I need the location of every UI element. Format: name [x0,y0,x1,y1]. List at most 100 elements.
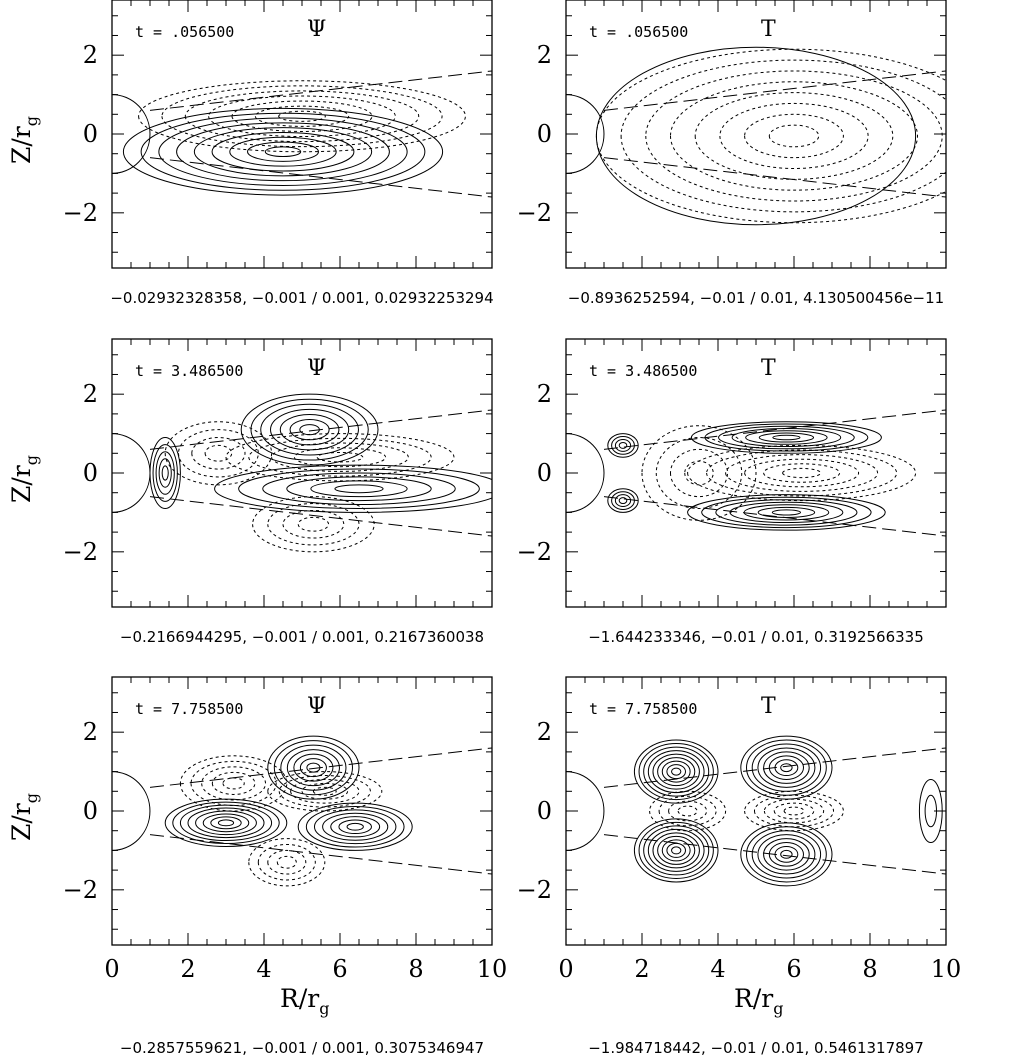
contour-positive [657,835,696,865]
y-tick-label: 0 [537,797,552,825]
x-tick-label: 8 [862,955,877,983]
x-axis-label: R/rg [280,984,329,1018]
contour-positive [743,504,830,521]
contour-negative [138,80,466,153]
panel-2-1: 2 0 −2 t = 7.758500 T −1.984718442, −0.01 / 0… [517,676,961,1057]
contour-positive [740,822,833,887]
contour-positive [633,739,719,804]
contour-positive [643,746,710,797]
panel-0-1: 2 0 −2 t = .056500 T −0.8936252594, −0.01 / 0… [517,0,947,307]
contour-range-caption: −0.2166944295, −0.001 / 0.001, 0.2167360… [120,628,484,646]
contour-negative [670,448,729,498]
y-tick-label: −2 [517,876,552,904]
y-axis-label-sub: g [22,116,41,126]
y-tick-label: 0 [83,120,98,148]
contour-positive [701,496,872,529]
y-axis-label-main: Z/r [7,803,36,841]
contour-positive [643,825,710,876]
panel-0-0: 2 0 −2 t = .056500 Ψ −0.02932328358, −0.001 /… [7,0,494,307]
contour-positive [746,739,827,796]
contour-negative [222,777,245,790]
contour-positive [768,755,805,780]
contour-negative [763,798,825,824]
contour-positive [780,763,793,773]
contour-positive [638,821,714,879]
contour-positive [273,740,353,796]
contour-range-caption: −0.8936252594, −0.01 / 0.01, 4.130500456… [568,289,944,307]
contour-positive [289,419,330,441]
contour-negative [782,467,822,479]
y-tick-label: −2 [63,538,98,566]
contour-negative [211,771,256,795]
contour-negative [670,81,919,191]
contour-positive [772,434,801,441]
contour-positive [238,468,480,509]
contour-range-caption: −1.644233346, −0.01 / 0.01, 0.3192566335 [588,628,924,646]
contour-positive [152,444,178,502]
contour-negative [248,838,326,887]
contour-negative [595,48,946,224]
contour-lines [112,70,492,198]
panel-field-symbol: T [761,694,776,719]
contour-range-caption: −0.02932328358, −0.001 / 0.001, 0.029322… [110,289,493,307]
contour-positive [757,506,816,518]
contour-positive [313,809,397,845]
contour-positive [745,430,828,445]
contour-positive [299,424,320,436]
x-tick-label: 0 [558,955,573,983]
central-object-boundary [112,433,151,513]
x-tick-label: 6 [332,955,347,983]
contour-positive [149,437,181,509]
y-tick-label: 2 [83,41,98,69]
panel-time-label: t = 3.486500 [589,362,697,380]
contour-positive [690,421,882,454]
contour-positive [718,425,855,450]
y-axis-label-sub: g [22,455,41,465]
contour-positive [270,408,350,451]
x-tick-label: 6 [786,955,801,983]
contour-negative [267,849,307,875]
contour-negative [658,795,717,827]
disk-surface-upper [149,409,492,450]
contour-positive [293,753,334,782]
contour-lines [112,393,492,553]
contour-positive [155,451,175,495]
contour-negative [649,790,727,832]
y-tick-label: −2 [63,876,98,904]
y-axis-label-main: Z/r [7,126,36,164]
x-axis-label-main: R/r [734,984,773,1013]
y-tick-label: −2 [517,538,552,566]
panel-field-symbol: Ψ [307,694,326,719]
x-axis-label-main: R/r [280,984,319,1013]
panel-1-0: 2 0 −2 t = 3.486500 Ψ −0.2166944295, −0.001 /… [7,338,493,646]
contour-positive [214,464,492,513]
contour-positive [122,107,444,196]
contour-negative [763,463,841,483]
y-tick-label: 2 [537,380,552,408]
contour-negative [190,760,277,806]
contour-negative [655,437,743,509]
contour-negative [278,110,326,122]
disk-surface-upper [603,409,946,450]
contour-negative [312,786,337,796]
contour-positive [299,758,327,778]
contour-negative [297,516,330,532]
contour-negative [753,794,835,828]
y-tick-label: −2 [63,199,98,227]
contour-positive [338,819,372,835]
contour-negative [620,59,946,213]
contour-positive [330,816,381,838]
contour-negative [278,775,371,808]
contour-positive [652,832,700,869]
disk-surface-lower [149,496,492,537]
contour-positive [193,127,373,177]
contour-positive [179,804,273,842]
contour-positive [297,802,413,851]
x-tick-label: 10 [477,955,508,983]
contour-negative [252,496,375,553]
x-tick-label: 0 [104,955,119,983]
contour-positive [158,117,408,186]
central-object-boundary [112,771,151,851]
contour-negative [178,429,259,478]
y-tick-label: 2 [83,380,98,408]
